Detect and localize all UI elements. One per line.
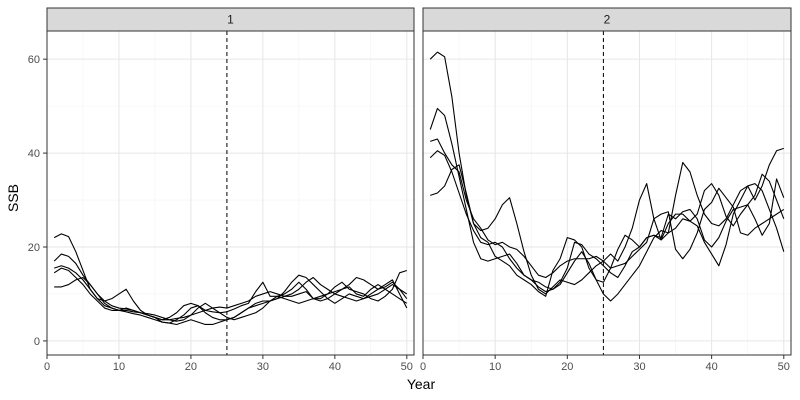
- x-tick-label: 30: [257, 361, 269, 373]
- panel-border: [46, 30, 415, 356]
- y-axis-title: SSB: [5, 184, 21, 212]
- series-line-1: [429, 51, 785, 295]
- x-tick-label: 10: [113, 361, 125, 373]
- panel-border: [422, 30, 792, 356]
- series-line-4: [430, 138, 784, 279]
- series-line-5: [54, 274, 408, 326]
- x-tick-label: 20: [185, 361, 197, 373]
- x-axis-panel-2: 0 10 20 30 40 50: [420, 355, 790, 373]
- facet-panel-1: 1: [46, 7, 415, 356]
- y-tick-label: 40: [28, 148, 40, 160]
- x-tick-label: 50: [401, 361, 413, 373]
- x-tick-label: 0: [420, 361, 426, 373]
- x-tick-label: 30: [633, 361, 645, 373]
- series-line-2: [429, 107, 785, 302]
- facet-strip-label: 1: [227, 13, 234, 27]
- x-tick-label: 50: [778, 361, 790, 373]
- x-tick-label: 10: [489, 361, 501, 373]
- panel-background: [423, 31, 791, 355]
- series-line-1: [53, 233, 408, 321]
- y-tick-label: 60: [28, 54, 40, 66]
- y-tick-label: 0: [34, 336, 40, 348]
- facet-panel-2: 2: [422, 7, 792, 356]
- x-tick-label: 40: [706, 361, 718, 373]
- facet-strip-label: 2: [604, 13, 611, 27]
- y-axis: 0 20 40 60: [28, 54, 47, 348]
- panel-background: [47, 31, 414, 355]
- x-tick-label: 20: [561, 361, 573, 373]
- y-tick-label: 20: [28, 242, 40, 254]
- series-line-2: [53, 253, 407, 321]
- x-axis-title: Year: [407, 376, 436, 392]
- series-line-5: [430, 164, 785, 297]
- x-axis-panel-1: 0 10 20 30 40 50: [44, 355, 413, 373]
- x-tick-label: 0: [44, 361, 50, 373]
- x-tick-label: 40: [329, 361, 341, 373]
